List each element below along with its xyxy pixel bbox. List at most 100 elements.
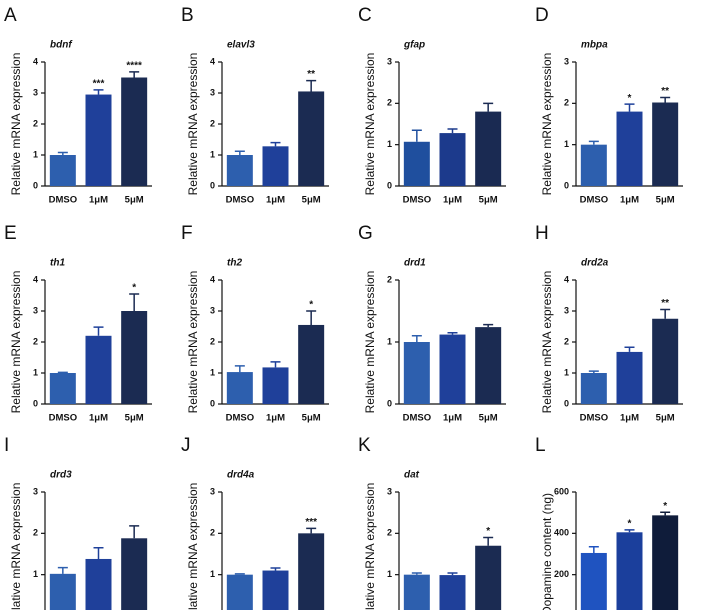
panel-letter: A: [4, 5, 17, 26]
panel-letter: E: [4, 223, 17, 244]
y-tick-label: 1: [33, 149, 38, 159]
significance-label: *: [663, 501, 667, 512]
y-tick-label: 1: [564, 367, 569, 377]
bar: [403, 342, 430, 404]
x-tick-label: 1μM: [89, 195, 108, 206]
y-tick-label: 2: [387, 528, 392, 538]
bar: [580, 373, 607, 404]
significance-label: ***: [305, 517, 317, 528]
y-axis-label: Dopamine content (ng): [540, 493, 554, 610]
gene-title: elavl3: [227, 40, 255, 51]
error-bar: [234, 573, 245, 575]
y-tick-label: 2: [387, 274, 392, 284]
panel-letter: L: [535, 435, 546, 456]
error-bar: [411, 335, 422, 342]
bar: [439, 575, 466, 615]
bar: [580, 552, 607, 615]
panel-letter: H: [535, 223, 549, 244]
error-bar: [129, 71, 140, 78]
significance-label: **: [307, 69, 315, 80]
bar: [475, 327, 502, 404]
x-tick-label: 5μM: [479, 195, 498, 206]
y-tick-label: 3: [210, 87, 215, 97]
y-tick-label: 3: [33, 87, 38, 97]
x-tick-label: 1μM: [620, 195, 639, 206]
y-tick-label: 3: [33, 486, 38, 496]
x-tick-label: DMSO: [580, 413, 609, 424]
y-axis-label: Relative mRNA expression: [9, 271, 23, 414]
bar: [475, 545, 502, 615]
x-tick-label: 5μM: [125, 413, 144, 424]
x-tick-label: 1μM: [89, 413, 108, 424]
gene-title: drd3: [50, 470, 72, 481]
bar: [121, 538, 148, 615]
bar: [298, 91, 325, 186]
y-axis-label: Relative mRNA expression: [540, 53, 554, 196]
y-axis-label: Relative mRNA expression: [363, 483, 377, 610]
significance-label: *: [628, 93, 632, 104]
y-tick-label: 3: [564, 305, 569, 315]
panel-letter: G: [358, 223, 373, 244]
significance-label: *: [628, 518, 632, 529]
panel-letter: K: [358, 435, 371, 456]
y-tick-label: 200: [554, 569, 569, 579]
y-tick-label: 1: [387, 336, 392, 346]
gene-title: th2: [227, 258, 242, 269]
gene-title: mbpa: [581, 40, 608, 51]
panel-letter: I: [4, 435, 9, 456]
error-bar: [624, 346, 635, 352]
bar: [226, 372, 253, 404]
y-tick-label: 4: [210, 56, 215, 66]
y-tick-label: 2: [210, 118, 215, 128]
bar: [226, 574, 253, 615]
bar: [475, 111, 502, 186]
y-axis-label: Relative mRNA expression: [363, 53, 377, 196]
y-tick-label: 1: [387, 139, 392, 149]
bar: [403, 141, 430, 186]
error-bar: [270, 567, 281, 571]
y-tick-label: 600: [554, 486, 569, 496]
bar: [403, 574, 430, 615]
y-tick-label: 2: [564, 98, 569, 108]
x-tick-label: DMSO: [580, 195, 609, 206]
gene-title: drd4a: [227, 470, 255, 481]
x-tick-label: DMSO: [403, 195, 432, 206]
gene-title: gfap: [403, 40, 425, 51]
x-tick-label: DMSO: [49, 195, 78, 206]
significance-label: **: [661, 86, 669, 97]
y-tick-label: 0: [564, 398, 569, 408]
bar: [298, 324, 325, 404]
bar: [121, 311, 148, 404]
x-tick-label: 5μM: [302, 195, 321, 206]
error-bar: [234, 150, 245, 155]
x-tick-label: 5μM: [656, 413, 675, 424]
bar: [652, 515, 679, 615]
y-axis-label: Relative mRNA expression: [540, 271, 554, 414]
y-tick-label: 3: [387, 56, 392, 66]
bar: [439, 133, 466, 186]
y-axis-label: Relative mRNA expression: [9, 483, 23, 610]
gene-title: drd1: [404, 258, 426, 269]
error-bar: [306, 527, 317, 534]
y-axis-label: Relative mRNA expression: [186, 483, 200, 610]
gene-title: th1: [50, 258, 65, 269]
x-tick-label: DMSO: [226, 195, 255, 206]
error-bar: [624, 529, 635, 533]
y-tick-label: 3: [210, 305, 215, 315]
y-tick-label: 2: [33, 118, 38, 128]
x-tick-label: 5μM: [656, 195, 675, 206]
y-tick-label: 0: [387, 180, 392, 190]
error-bar: [306, 310, 317, 325]
bar: [616, 351, 643, 404]
gene-title: dat: [404, 470, 420, 481]
y-tick-label: 3: [387, 486, 392, 496]
y-tick-label: 2: [33, 528, 38, 538]
bar: [652, 102, 679, 186]
y-tick-label: 1: [33, 569, 38, 579]
error-bar: [483, 536, 494, 546]
y-axis-label: Relative mRNA expression: [186, 271, 200, 414]
significance-label: *: [132, 283, 136, 294]
y-tick-label: 3: [33, 305, 38, 315]
y-tick-label: 2: [33, 336, 38, 346]
